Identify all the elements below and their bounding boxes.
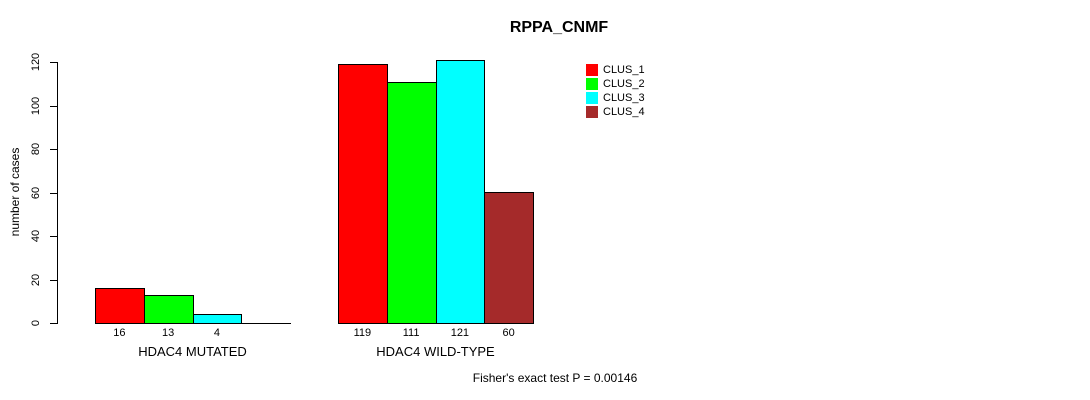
y-tick-label: 20 [30, 273, 42, 287]
legend-row: CLUS_3 [586, 92, 645, 104]
bar-value-label: 13 [162, 327, 175, 339]
y-tick-label: 80 [30, 142, 42, 156]
bar-clus-3-hdac4-wild-type [436, 60, 485, 324]
y-tick-label: 100 [30, 96, 42, 116]
chart-title: RPPA_CNMF [509, 19, 609, 36]
legend-row: CLUS_4 [586, 106, 645, 118]
bar-value-label: 119 [353, 327, 372, 339]
y-tick-label: 40 [30, 229, 42, 243]
legend-swatch-clus-1 [586, 64, 598, 76]
bar-clus-4-hdac4-wild-type [484, 192, 534, 324]
y-tick [50, 236, 57, 237]
y-tick [50, 106, 57, 107]
bar-value-label: 111 [402, 327, 420, 339]
annotation-fisher-test: Fisher's exact test P = 0.00146 [472, 371, 638, 385]
legend-swatch-clus-2 [586, 78, 598, 90]
y-tick-label: 120 [30, 52, 42, 72]
y-tick [50, 323, 57, 324]
y-tick [50, 193, 57, 194]
bar-value-label: 4 [213, 327, 220, 339]
category-label-hdac4-wild-type: HDAC4 WILD-TYPE [376, 344, 495, 359]
legend-swatch-clus-4 [586, 106, 598, 118]
legend-label: CLUS_1 [603, 64, 645, 76]
y-axis-title: number of cases [8, 147, 22, 237]
y-tick [50, 149, 57, 150]
bar-clus-2-hdac4-wild-type [387, 82, 437, 324]
legend-label: CLUS_2 [603, 78, 645, 90]
y-axis-line [57, 62, 58, 324]
legend-label: CLUS_3 [603, 92, 645, 104]
bar-value-label: 121 [450, 327, 470, 339]
y-tick-label: 0 [30, 319, 42, 327]
bar-clus-3-hdac4-mutated [193, 314, 242, 324]
y-tick-label: 60 [30, 186, 42, 200]
legend-row: CLUS_1 [586, 64, 645, 76]
y-tick [50, 62, 57, 63]
y-tick [50, 280, 57, 281]
bar-clus-1-hdac4-wild-type [338, 64, 388, 324]
bar-clus-1-hdac4-mutated [95, 288, 145, 324]
legend-row: CLUS_2 [586, 78, 645, 90]
legend-label: CLUS_4 [603, 106, 645, 118]
category-label-hdac4-mutated: HDAC4 MUTATED [138, 344, 247, 359]
bar-value-label: 60 [502, 327, 515, 339]
legend-swatch-clus-3 [586, 92, 598, 104]
bar-clus-2-hdac4-mutated [144, 295, 194, 324]
bar-value-label: 16 [113, 327, 126, 339]
